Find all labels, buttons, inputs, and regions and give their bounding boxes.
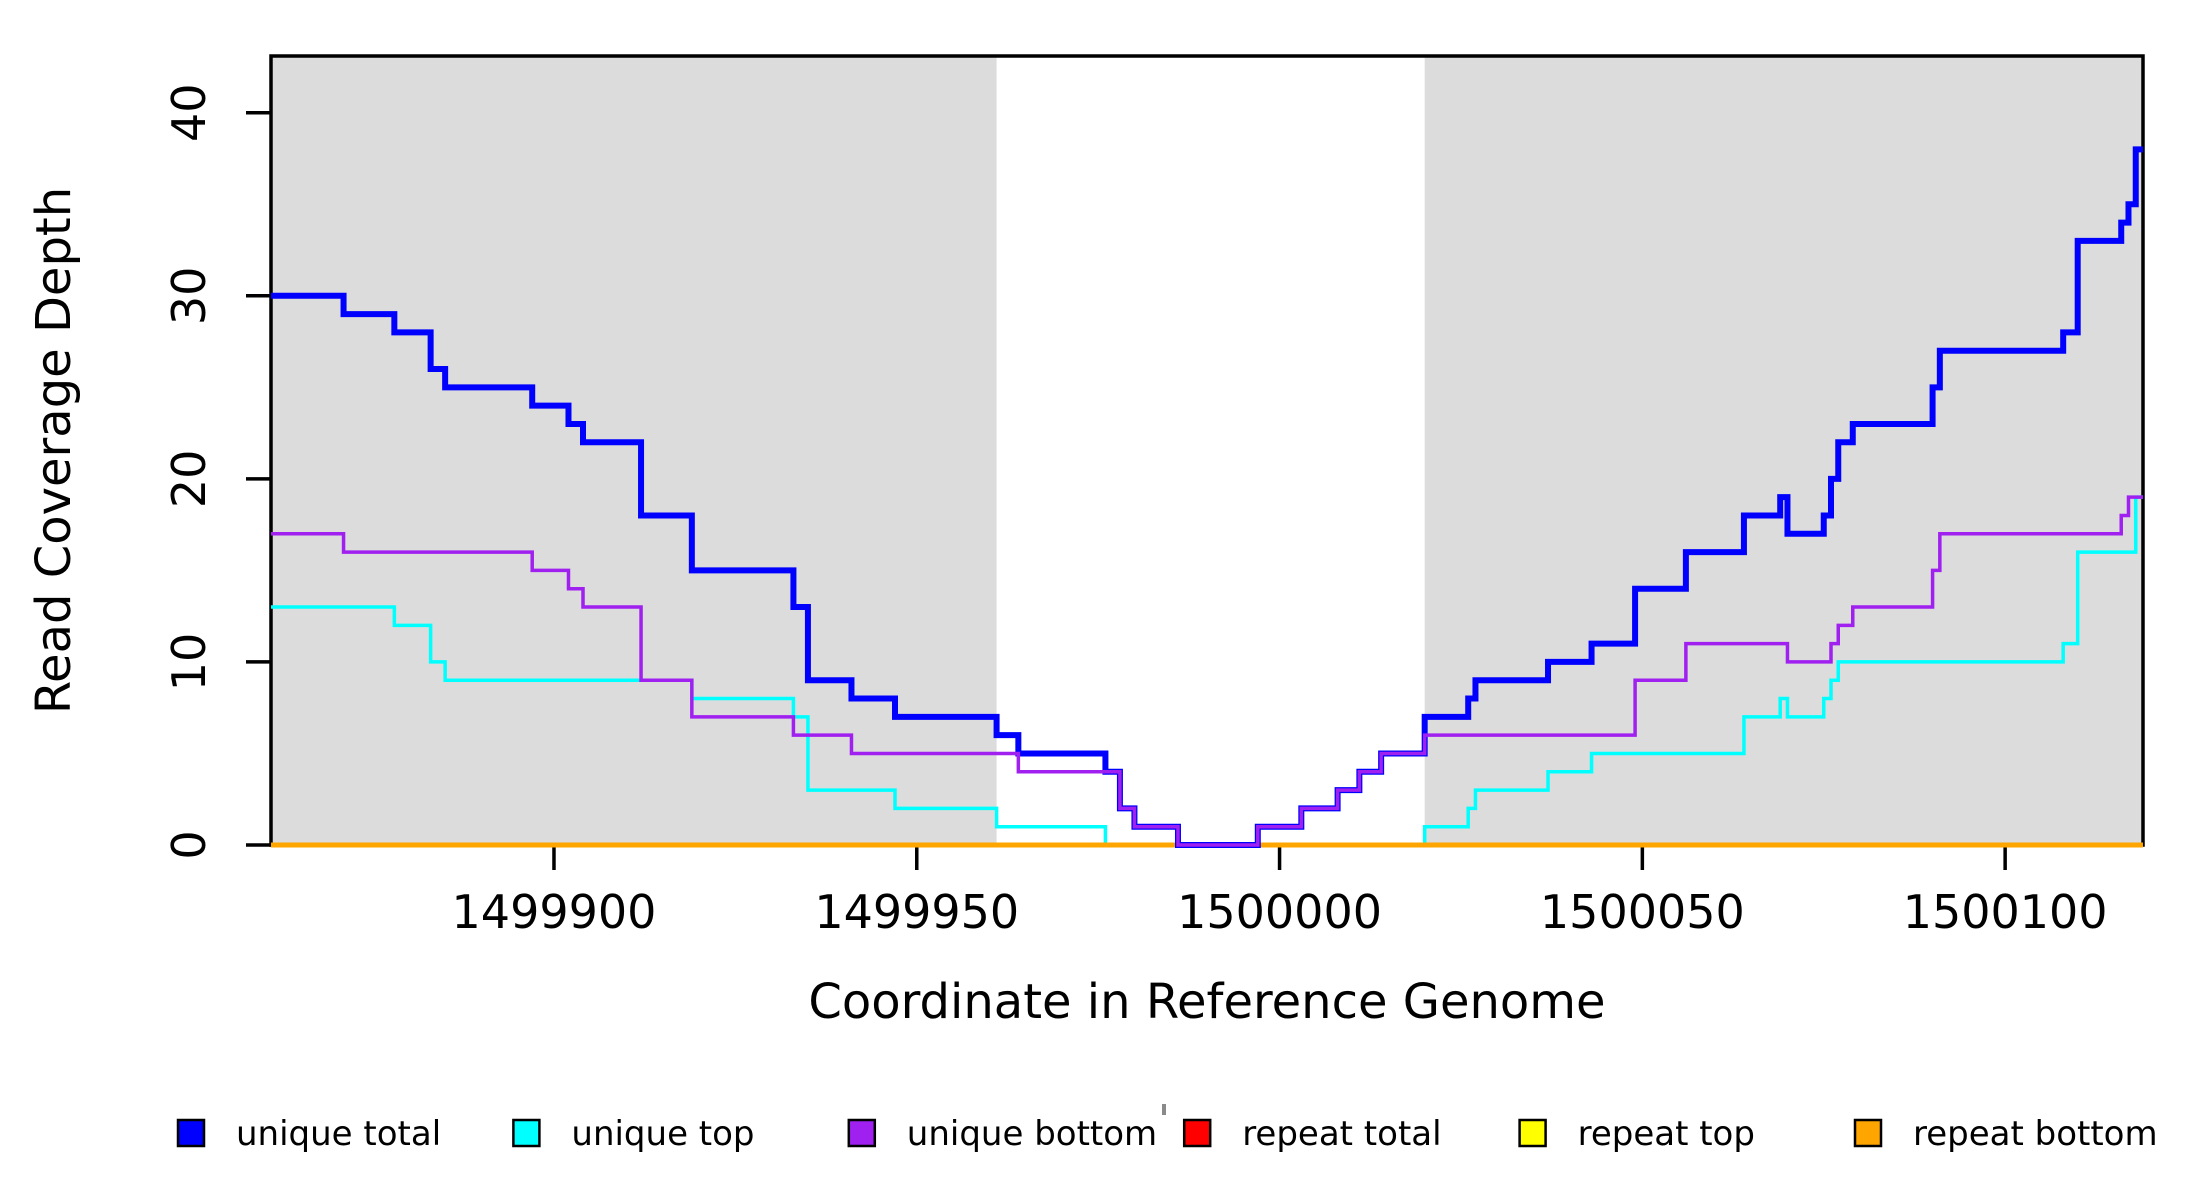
legend-label: unique bottom (907, 1114, 1157, 1154)
y-tick-label: 10 (162, 633, 216, 692)
y-tick-label: 0 (162, 830, 216, 859)
legend-label: repeat total (1242, 1114, 1441, 1154)
x-tick-label: 1500100 (1903, 885, 2108, 939)
legend-swatch-repeat-bottom (1853, 1118, 1883, 1148)
y-axis-title: Read Coverage Depth (26, 187, 82, 714)
x-tick-label: 1499950 (814, 885, 1019, 939)
legend-swatch-repeat-total (1182, 1118, 1212, 1148)
legend-label: unique top (571, 1114, 754, 1154)
stray-mark (1162, 1104, 1166, 1115)
legend-label: repeat bottom (1913, 1114, 2158, 1154)
x-axis-title: Coordinate in Reference Genome (808, 974, 1605, 1030)
legend-swatch-repeat-top (1518, 1118, 1547, 1148)
legend-swatch-unique-total (176, 1118, 206, 1148)
x-tick-label: 1500000 (1177, 885, 1382, 939)
y-tick-label: 40 (162, 83, 216, 142)
y-tick-label: 30 (162, 267, 216, 326)
legend-swatch-unique-top (512, 1118, 541, 1148)
shaded-region (1424, 56, 2143, 845)
x-tick-label: 1499900 (452, 885, 657, 939)
series-line-unique-bottom (271, 495, 2143, 847)
y-tick-label: 20 (162, 450, 216, 509)
legend-swatch-unique-bottom (847, 1118, 877, 1148)
x-tick-label: 1500050 (1540, 885, 1745, 939)
shaded-region (271, 56, 997, 845)
legend-label: repeat top (1578, 1114, 1755, 1154)
legend-label: unique total (236, 1114, 441, 1154)
